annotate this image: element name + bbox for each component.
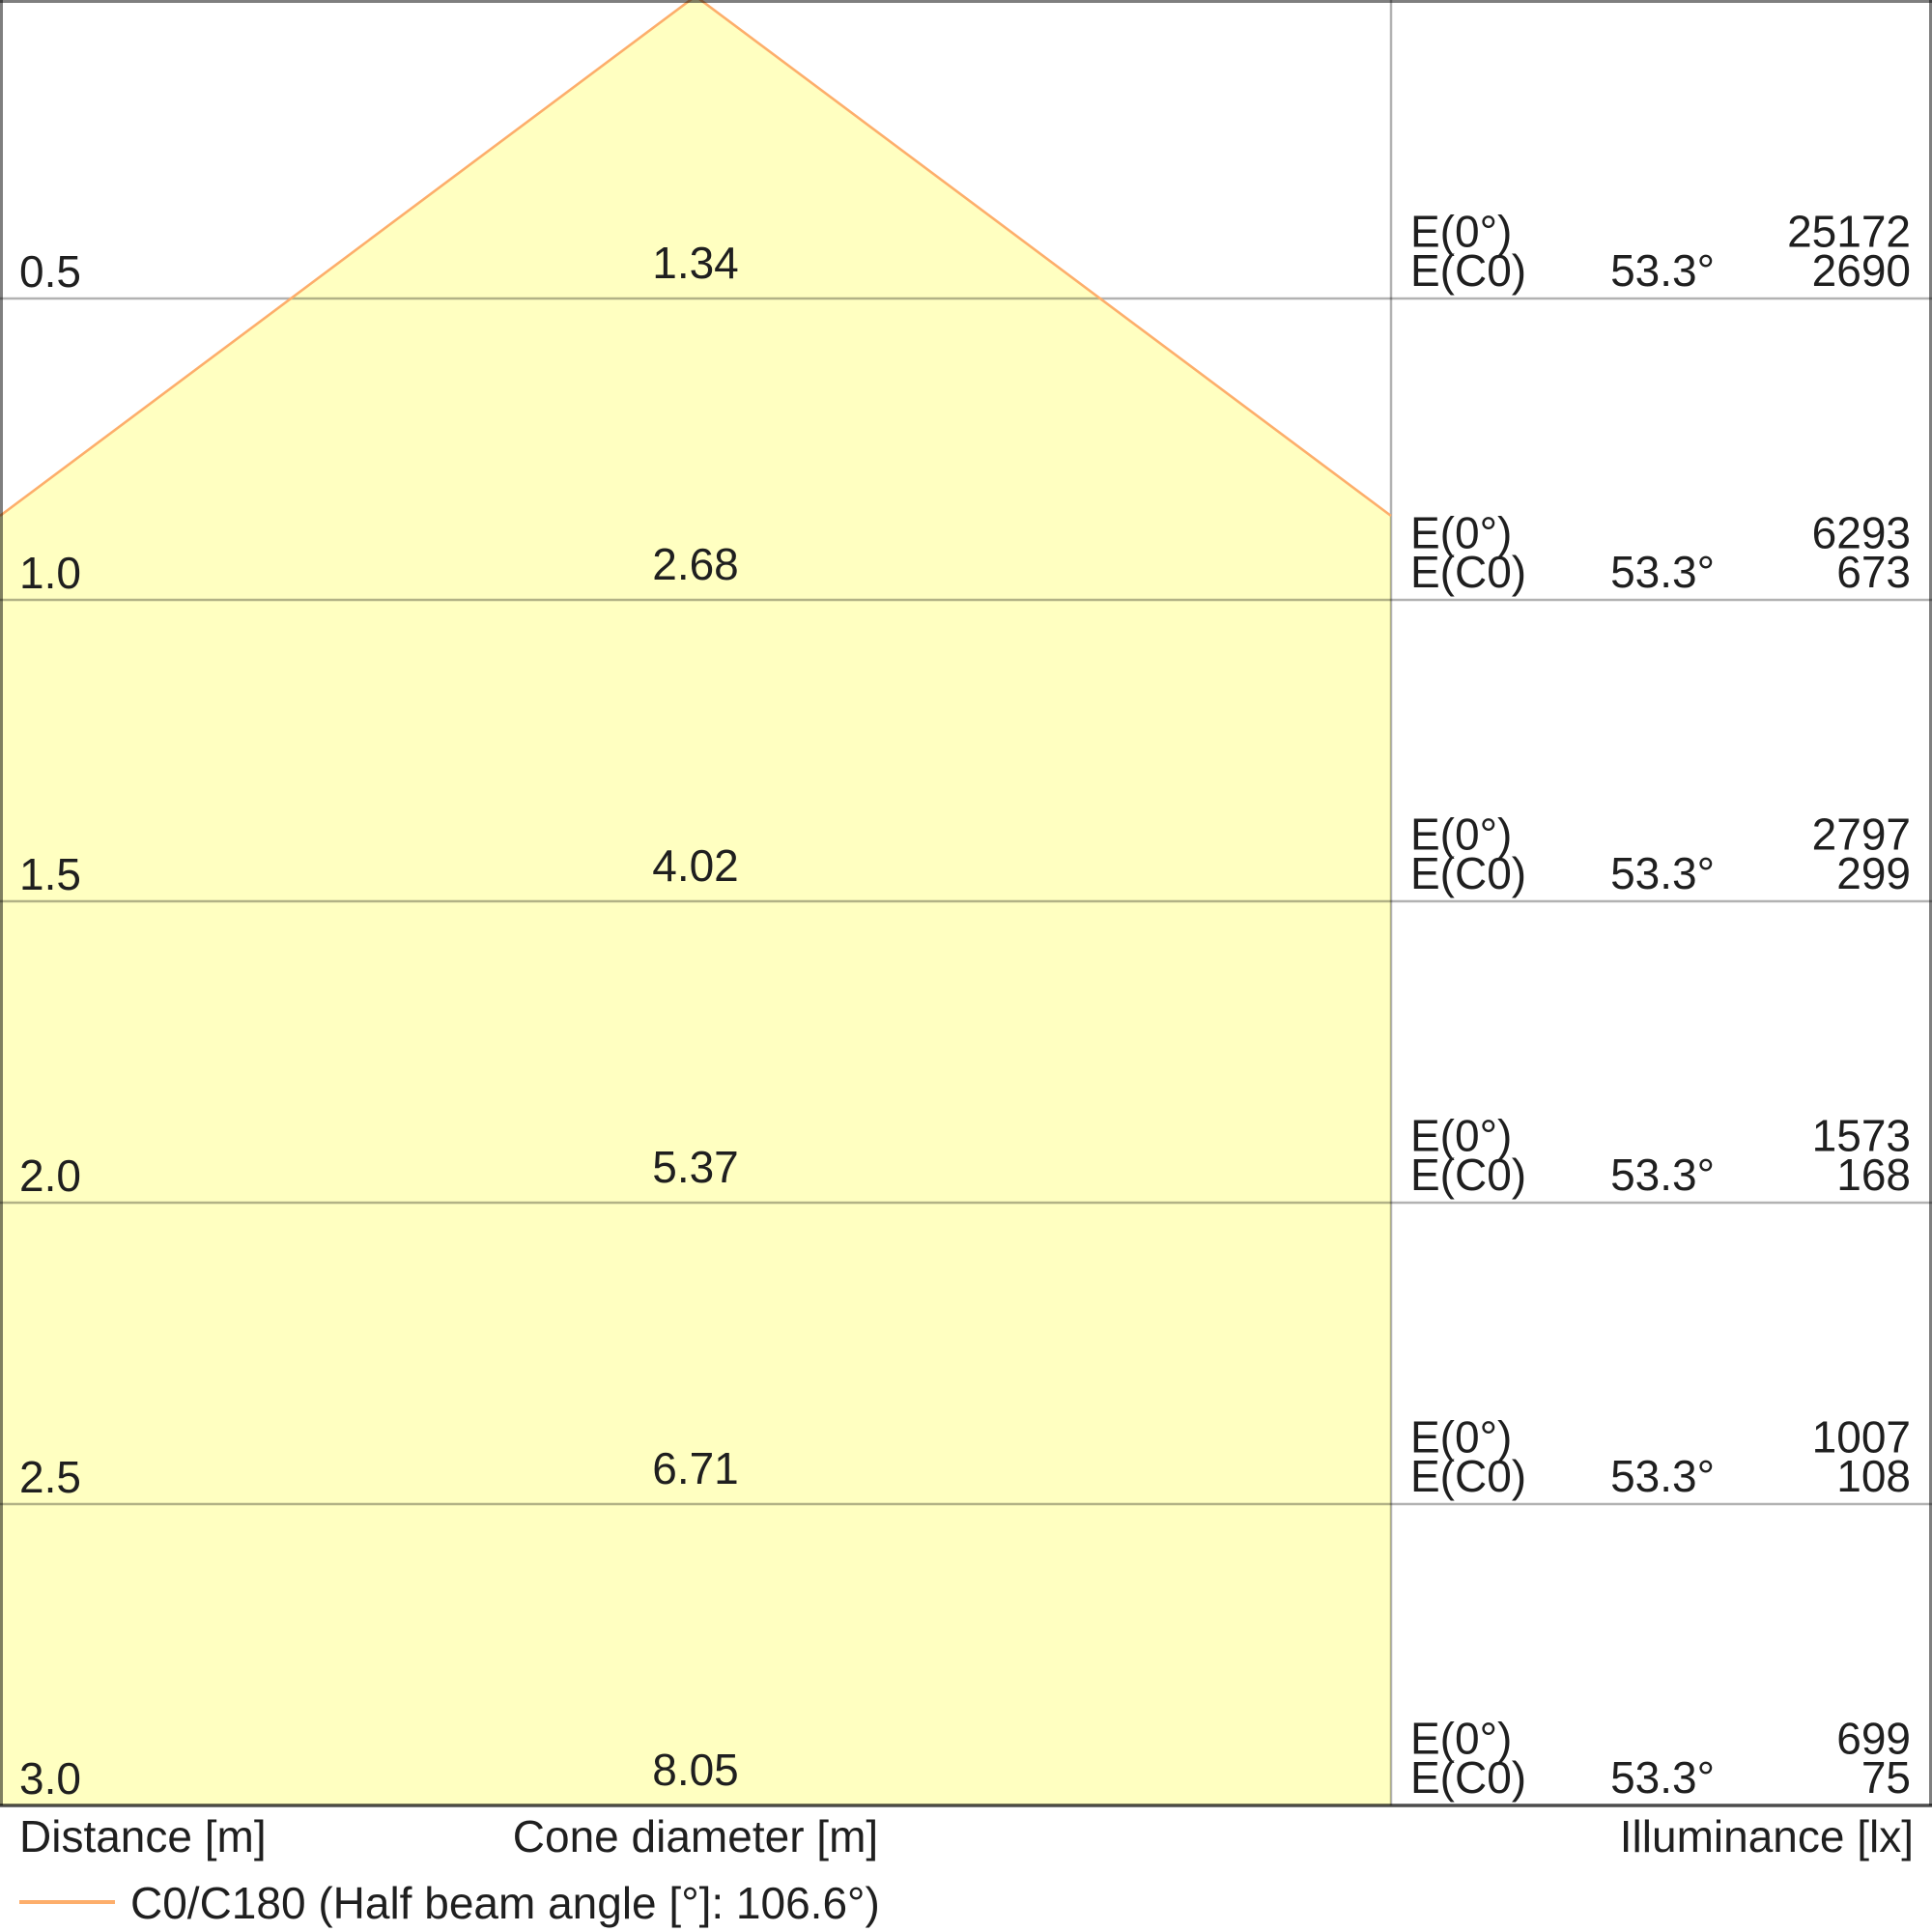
svg-text:1.5: 1.5 [19,849,81,899]
svg-text:53.3°: 53.3° [1610,245,1715,296]
svg-text:673: 673 [1836,547,1911,597]
svg-text:699: 699 [1836,1714,1911,1764]
svg-text:C0/C180 (Half beam angle [°]:: C0/C180 (Half beam angle [°]: 106.6°) [130,1878,880,1928]
svg-text:2.5: 2.5 [19,1452,81,1502]
svg-text:1.34: 1.34 [652,238,739,288]
svg-text:168: 168 [1836,1150,1911,1200]
svg-text:2690: 2690 [1812,245,1911,296]
svg-text:1007: 1007 [1812,1412,1911,1463]
svg-text:2.68: 2.68 [652,539,739,589]
svg-text:E(C0): E(C0) [1410,547,1526,597]
svg-text:E(0°): E(0°) [1410,1714,1512,1764]
svg-text:E(0°): E(0°) [1410,810,1512,860]
svg-text:53.3°: 53.3° [1610,848,1715,898]
svg-text:6293: 6293 [1812,508,1911,558]
svg-text:E(0°): E(0°) [1410,207,1512,257]
svg-text:E(0°): E(0°) [1410,1412,1512,1463]
svg-text:1573: 1573 [1812,1111,1911,1161]
svg-text:3.0: 3.0 [19,1753,81,1804]
svg-text:Illuminance [lx]: Illuminance [lx] [1620,1811,1914,1861]
svg-text:E(0°): E(0°) [1410,508,1512,558]
svg-text:E(C0): E(C0) [1410,1451,1526,1501]
svg-text:25172: 25172 [1787,207,1911,257]
svg-text:2797: 2797 [1812,810,1911,860]
svg-text:0.5: 0.5 [19,246,81,297]
svg-text:E(0°): E(0°) [1410,1111,1512,1161]
svg-text:8.05: 8.05 [652,1745,739,1795]
svg-text:53.3°: 53.3° [1610,1451,1715,1501]
svg-text:E(C0): E(C0) [1410,1752,1526,1803]
svg-text:2.0: 2.0 [19,1151,81,1201]
svg-text:108: 108 [1836,1451,1911,1501]
svg-text:5.37: 5.37 [652,1142,739,1192]
svg-text:Distance [m]: Distance [m] [19,1811,267,1861]
svg-text:4.02: 4.02 [652,840,739,891]
svg-text:53.3°: 53.3° [1610,1752,1715,1803]
svg-text:75: 75 [1861,1752,1911,1803]
svg-text:E(C0): E(C0) [1410,848,1526,898]
svg-text:299: 299 [1836,848,1911,898]
svg-text:1.0: 1.0 [19,548,81,598]
svg-text:6.71: 6.71 [652,1443,739,1493]
svg-text:E(C0): E(C0) [1410,245,1526,296]
svg-text:Cone diameter [m]: Cone diameter [m] [513,1811,878,1861]
svg-text:E(C0): E(C0) [1410,1150,1526,1200]
svg-text:53.3°: 53.3° [1610,547,1715,597]
svg-text:53.3°: 53.3° [1610,1150,1715,1200]
